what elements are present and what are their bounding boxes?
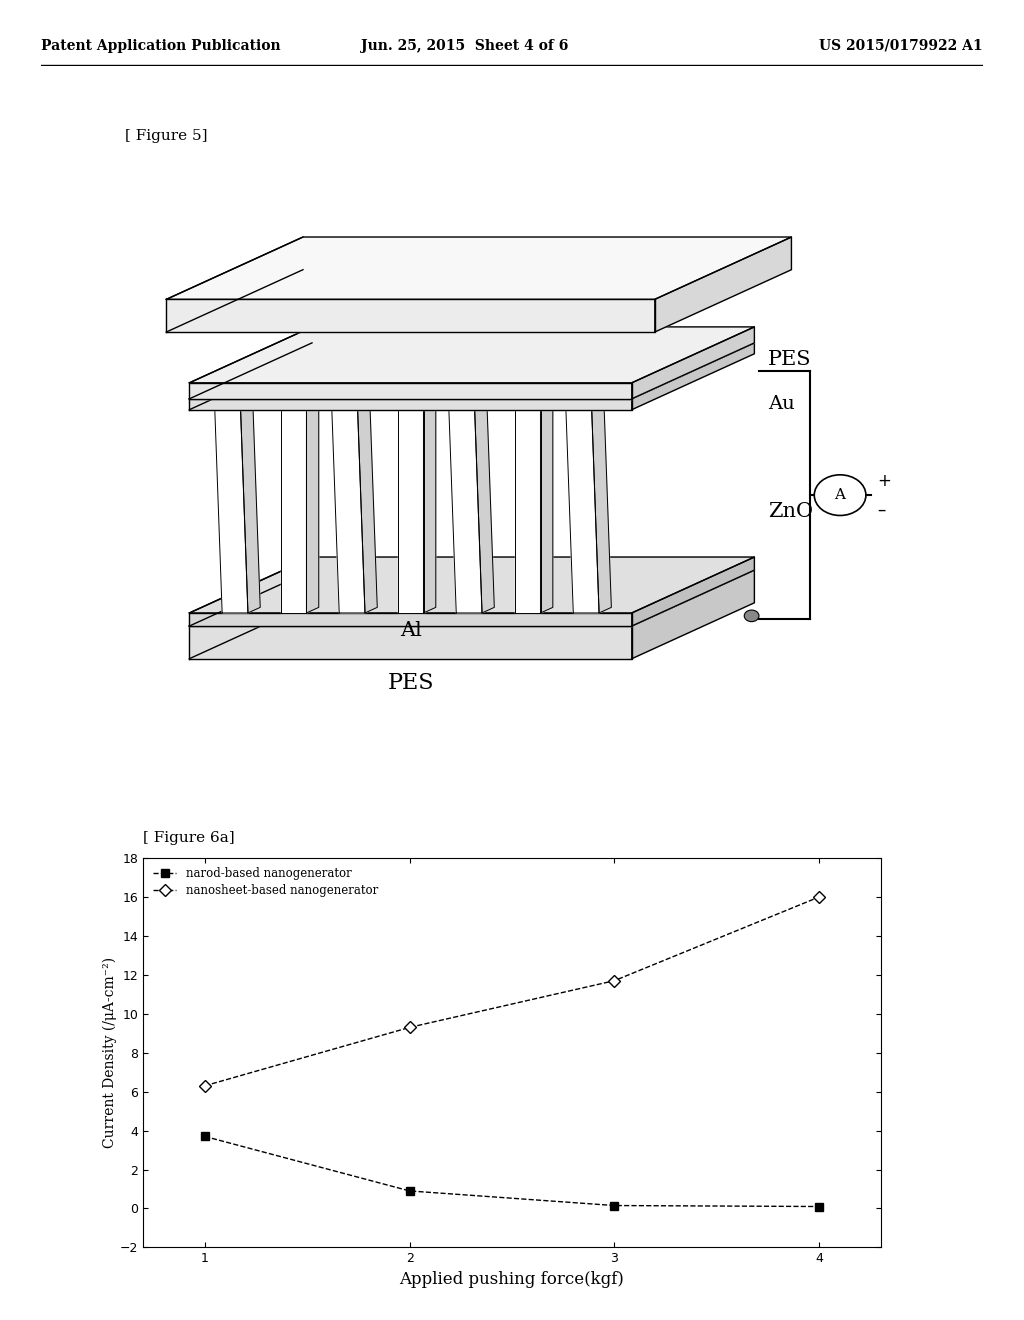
Legend: narod-based nanogenerator, nanosheet-based nanogenerator: narod-based nanogenerator, nanosheet-bas… [150, 863, 382, 900]
Polygon shape [189, 570, 755, 626]
Polygon shape [189, 612, 632, 626]
Polygon shape [241, 404, 260, 612]
Polygon shape [189, 327, 755, 383]
Polygon shape [281, 409, 306, 612]
Line: nanosheet-based nanogenerator: nanosheet-based nanogenerator [201, 892, 823, 1090]
Text: Al: Al [399, 620, 422, 640]
nanosheet-based nanogenerator [813, 890, 825, 906]
Circle shape [744, 610, 759, 622]
Polygon shape [189, 626, 632, 659]
Polygon shape [189, 557, 755, 612]
Polygon shape [655, 238, 792, 331]
Y-axis label: Current Density (/μA-cm⁻²): Current Density (/μA-cm⁻²) [103, 957, 118, 1148]
Polygon shape [397, 409, 424, 612]
Polygon shape [167, 238, 792, 300]
Polygon shape [541, 404, 553, 612]
Text: +: + [877, 471, 891, 490]
Polygon shape [449, 409, 482, 612]
Text: PES: PES [387, 672, 434, 694]
Polygon shape [632, 570, 755, 659]
narod-based nanogenerator [813, 1199, 825, 1214]
Polygon shape [189, 399, 632, 409]
Polygon shape [167, 300, 655, 331]
Polygon shape [189, 383, 632, 399]
Circle shape [814, 475, 866, 516]
Polygon shape [306, 404, 318, 612]
Polygon shape [357, 404, 377, 612]
Text: Au: Au [768, 395, 795, 413]
Polygon shape [475, 404, 495, 612]
Text: [ Figure 5]: [ Figure 5] [125, 128, 208, 143]
nanosheet-based nanogenerator [608, 973, 621, 989]
X-axis label: Applied pushing force(kgf): Applied pushing force(kgf) [399, 1271, 625, 1288]
Polygon shape [632, 343, 755, 409]
Polygon shape [632, 327, 755, 399]
Text: A: A [835, 488, 846, 502]
Text: [ Figure 6a]: [ Figure 6a] [143, 830, 234, 845]
nanosheet-based nanogenerator [403, 1019, 416, 1035]
Polygon shape [592, 404, 611, 612]
Polygon shape [332, 409, 365, 612]
Text: Patent Application Publication: Patent Application Publication [41, 38, 281, 53]
narod-based nanogenerator [403, 1183, 416, 1199]
Text: –: – [877, 500, 886, 519]
narod-based nanogenerator [199, 1129, 211, 1144]
narod-based nanogenerator [608, 1197, 621, 1213]
Text: US 2015/0179922 A1: US 2015/0179922 A1 [819, 38, 983, 53]
nanosheet-based nanogenerator [199, 1078, 211, 1094]
Polygon shape [515, 409, 541, 612]
Text: ZnO: ZnO [768, 502, 813, 521]
Polygon shape [424, 404, 436, 612]
Line: narod-based nanogenerator: narod-based nanogenerator [201, 1133, 823, 1210]
Polygon shape [632, 557, 755, 626]
Polygon shape [189, 343, 755, 399]
Text: Jun. 25, 2015  Sheet 4 of 6: Jun. 25, 2015 Sheet 4 of 6 [361, 38, 568, 53]
Polygon shape [566, 409, 599, 612]
Polygon shape [215, 409, 248, 612]
Text: PES: PES [768, 350, 812, 368]
